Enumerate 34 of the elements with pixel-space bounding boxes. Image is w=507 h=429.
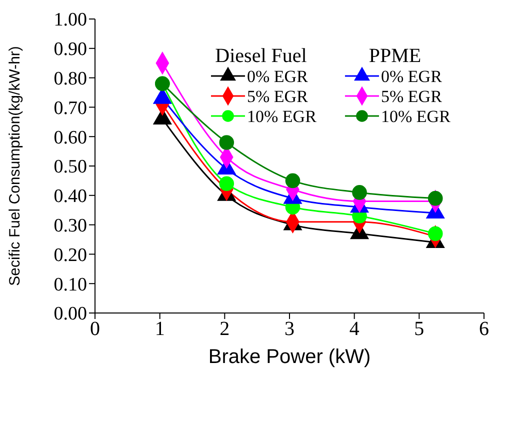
point — [219, 176, 234, 192]
x-tick-label: 4 — [349, 318, 360, 340]
y-tick-label: 0.60 — [54, 127, 87, 148]
y-tick-label: 0.40 — [54, 186, 87, 208]
y-tick-label: 0.10 — [54, 274, 87, 296]
y-axis-title: Secific Fuel Consumption(kg/kW-hr) — [6, 46, 24, 286]
annotation: Diesel Fuel — [215, 45, 308, 67]
x-tick-label: 5 — [414, 318, 424, 340]
x-axis-title: Brake Power (kW) — [208, 346, 371, 368]
point — [428, 190, 443, 206]
y-tick-label: 1.00 — [54, 10, 87, 31]
point — [285, 173, 300, 188]
legend-label: 0% EGR — [381, 67, 443, 86]
annotation: PPME — [368, 45, 422, 67]
y-tick-label: 0.30 — [54, 216, 87, 237]
x-tick-label: 0 — [90, 318, 100, 340]
legend-label: 10% EGR — [247, 107, 318, 126]
legend-label: 0% EGR — [247, 67, 309, 86]
x-tick-label: 3 — [284, 318, 294, 340]
x-tick-label: 1 — [154, 318, 165, 340]
legend-label: 5% EGR — [381, 87, 443, 106]
y-tick-label: 0.70 — [54, 98, 87, 119]
y-tick-label: 0.50 — [54, 156, 87, 178]
x-tick-label: 2 — [220, 318, 230, 340]
point — [219, 135, 234, 150]
y-tick-label: 0.00 — [54, 304, 87, 325]
legend-label: 10% EGR — [381, 107, 452, 126]
x-tick-label: 6 — [479, 318, 489, 340]
point — [428, 226, 443, 242]
legend-label: 5% EGR — [247, 87, 309, 106]
point — [352, 185, 367, 200]
y-tick-label: 0.90 — [54, 39, 87, 60]
y-tick-label: 0.80 — [54, 68, 87, 90]
y-tick-label: 0.20 — [54, 244, 87, 266]
